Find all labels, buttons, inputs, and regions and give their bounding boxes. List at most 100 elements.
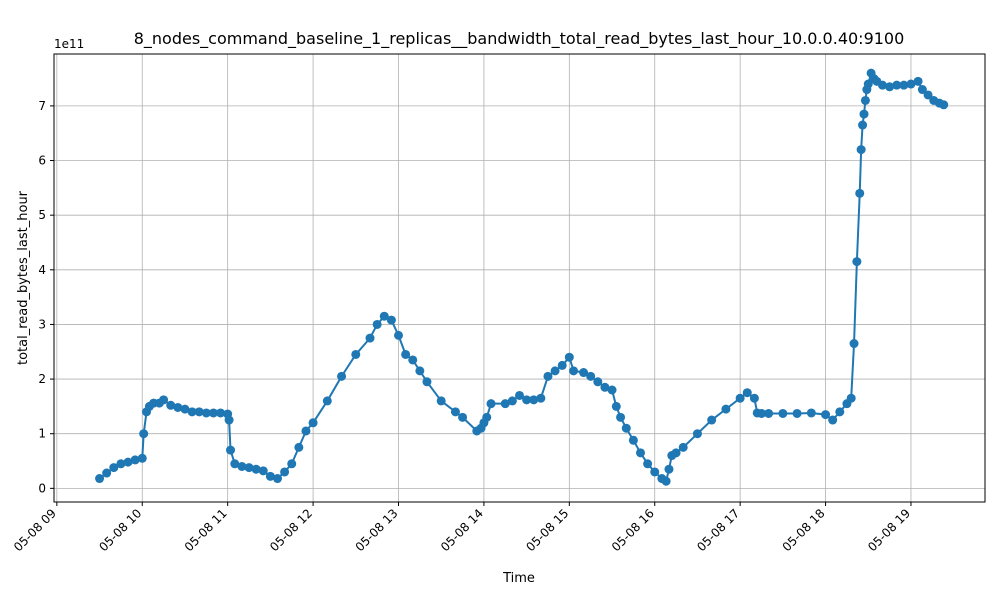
data-point [846, 393, 856, 403]
data-point [892, 80, 902, 90]
y-tick-label: 2 [38, 372, 46, 386]
data-point [899, 80, 909, 90]
data-point [616, 412, 626, 422]
data-point [216, 408, 226, 418]
data-point [569, 366, 579, 376]
x-tick-label: 05-08 13 [353, 506, 401, 554]
data-point [939, 100, 949, 110]
data-point [806, 408, 816, 418]
data-point [564, 352, 574, 362]
data-point [828, 415, 838, 425]
data-point [301, 426, 311, 436]
x-tick-label: 05-08 11 [182, 506, 230, 554]
data-point [543, 371, 553, 381]
data-point [661, 476, 671, 486]
data-point [507, 396, 517, 406]
data-point [579, 368, 589, 378]
y-axis-ticks: 0 1 2 3 4 5 6 7 [38, 99, 54, 495]
data-point [858, 120, 868, 130]
data-point [607, 385, 617, 395]
data-point [166, 400, 176, 410]
data-point [365, 333, 375, 343]
data-point [226, 445, 236, 455]
data-point [860, 95, 870, 105]
data-point [536, 393, 546, 403]
data-point [721, 404, 731, 414]
data-point [835, 407, 845, 417]
data-point [422, 377, 432, 387]
data-point [159, 395, 169, 405]
data-point [855, 188, 865, 198]
data-point [500, 399, 510, 409]
data-point [742, 388, 752, 398]
data-point [109, 463, 119, 473]
data-point [643, 459, 653, 469]
grid-lines [54, 54, 985, 502]
data-point [251, 464, 261, 474]
data-point [102, 468, 112, 478]
x-axis-ticks: 05-08 09 05-08 10 05-08 11 05-08 12 05-08 13… [11, 502, 913, 554]
x-axis-label: Time [502, 571, 535, 586]
data-point [859, 109, 869, 119]
data-point [187, 407, 197, 417]
data-point [515, 390, 524, 400]
x-tick-label: 05-08 19 [865, 506, 913, 554]
data-point [852, 257, 862, 267]
data-point [692, 429, 702, 439]
plot-frame [53, 53, 986, 503]
data-point [764, 408, 774, 418]
data-point [586, 371, 596, 381]
data-point [849, 339, 859, 349]
data-point [123, 457, 133, 467]
data-point [557, 360, 567, 370]
data-point [913, 76, 923, 86]
data-point [486, 399, 496, 409]
data-point [821, 410, 831, 420]
data-point [757, 408, 766, 418]
x-tick-label: 05-08 15 [523, 506, 571, 554]
x-tick-label: 05-08 17 [694, 506, 742, 554]
data-point [671, 448, 681, 458]
data-point [308, 418, 318, 428]
data-point [372, 319, 382, 329]
data-point [749, 393, 759, 403]
data-point [458, 412, 468, 422]
data-point [678, 442, 688, 452]
data-point [273, 474, 282, 484]
data-point [294, 442, 304, 452]
data-point [621, 423, 631, 433]
data-point [636, 448, 645, 458]
data-point [351, 349, 361, 359]
x-tick-label: 05-08 16 [609, 506, 657, 554]
x-tick-label: 05-08 09 [11, 506, 59, 554]
data-point [379, 311, 389, 321]
data-point [280, 467, 290, 477]
data-point [906, 79, 916, 89]
data-point [139, 429, 149, 439]
data-point [194, 407, 204, 417]
data-point [401, 349, 411, 359]
data-point [878, 80, 887, 90]
data-point [792, 408, 802, 418]
data-point [482, 412, 492, 422]
y-tick-label: 0 [38, 481, 46, 495]
data-point [180, 404, 190, 414]
data-point [258, 466, 268, 476]
data-point [863, 79, 873, 89]
y-tick-label: 3 [38, 317, 46, 331]
data-point [265, 471, 275, 481]
data-point [628, 435, 638, 445]
data-point [173, 402, 183, 412]
data-point [778, 408, 788, 418]
data-point [237, 461, 247, 471]
x-tick-label: 05-08 14 [438, 506, 486, 554]
data-point [337, 371, 347, 381]
x-tick-label: 05-08 10 [96, 506, 144, 554]
series-group [95, 68, 949, 486]
data-point [415, 366, 425, 376]
data-point [386, 315, 396, 325]
data-point [95, 474, 105, 484]
data-point [137, 453, 147, 463]
y-axis-label: total_read_bytes_last_hour [16, 190, 31, 365]
